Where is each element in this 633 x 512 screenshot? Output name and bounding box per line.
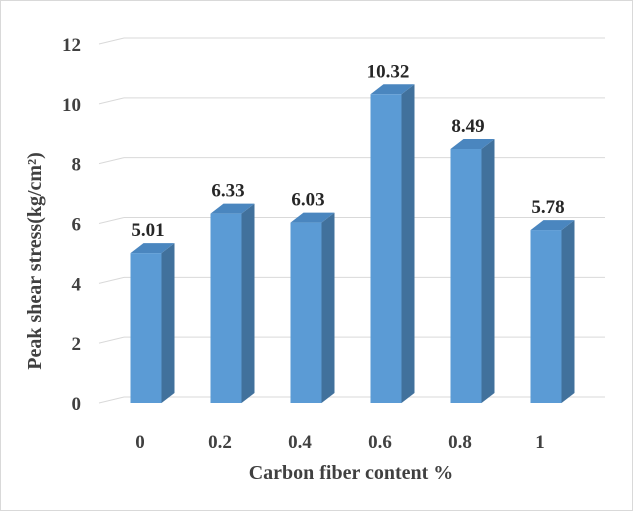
data-label: 6.03 [291,190,324,211]
data-label: 8.49 [451,116,484,137]
bars [130,84,575,403]
bar [450,139,495,403]
x-tick-label: 0.8 [448,432,472,453]
bar [370,84,415,403]
y-axis-ticks: 0 2 4 6 8 10 12 [62,35,82,415]
gridline [98,396,605,404]
bar [290,212,335,403]
data-label: 10.32 [367,61,410,82]
data-labels: 5.01 6.33 6.03 10.32 8.49 5.78 [131,61,564,241]
x-axis-ticks: 0 0.2 0.4 0.6 0.8 1 [135,432,545,453]
bar [130,243,175,403]
data-label: 5.78 [531,197,564,218]
y-tick-label: 4 [72,274,82,295]
y-tick-label: 8 [72,155,82,176]
data-label: 5.01 [131,220,164,241]
gridline [98,336,605,344]
gridline [98,37,605,45]
bar [530,220,575,403]
x-tick-label: 0 [135,432,145,453]
x-tick-label: 0.6 [368,432,392,453]
gridline [98,217,605,224]
gridline [98,157,605,165]
y-tick-label: 10 [62,95,81,116]
gridline [98,97,605,105]
x-tick-label: 0.2 [208,432,232,453]
y-tick-label: 2 [72,334,82,355]
y-axis-title: Peak shear stress(kg/cm²) [24,152,46,369]
y-tick-label: 0 [72,394,82,415]
gridlines [98,37,605,404]
gridline [98,276,605,284]
x-tick-label: 1 [535,432,545,453]
y-tick-label: 6 [72,215,82,236]
x-axis-title: Carbon fiber content % [249,462,454,484]
y-tick-label: 12 [62,35,81,56]
data-label: 6.33 [211,181,244,202]
bar [210,203,255,403]
x-tick-label: 0.4 [288,432,312,453]
